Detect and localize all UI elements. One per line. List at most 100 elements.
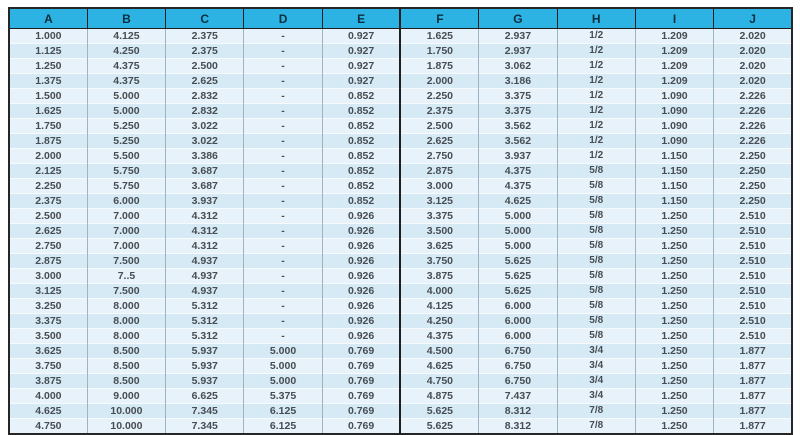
table-cell: 1.150: [634, 148, 714, 164]
table-cell: 2.375: [165, 43, 244, 59]
table-cell: 0.769: [321, 403, 402, 419]
table-cell: 8.500: [86, 373, 166, 389]
table-cell: 2.125: [8, 163, 88, 179]
table-row: 3.000 7..5 4.937-0.926 3.875 5.625 5/8 1.250 2.…: [8, 268, 792, 284]
column-header-f: F: [399, 8, 479, 29]
table-cell: 3/4: [556, 388, 636, 404]
table-cell: 2.937: [478, 28, 558, 44]
table-cell: 2.020: [713, 28, 792, 44]
table-cell: 2.510: [713, 223, 792, 239]
table-cell: 1.625: [399, 28, 479, 44]
table-cell: 0.852: [321, 178, 402, 194]
table-row: 2.875 7.500 4.937-0.926 3.750 5.625 5/8 1.250 2…: [8, 253, 792, 269]
table-cell: 0.927: [321, 73, 402, 89]
table-cell: 5/8: [556, 283, 636, 299]
table-cell: 3.000: [399, 178, 479, 194]
table-cell: 6.750: [478, 343, 558, 359]
table-cell: 1.090: [634, 133, 714, 149]
table-cell: 8.500: [86, 358, 166, 374]
table-cell: 2.510: [713, 328, 792, 344]
column-header-c: C: [165, 8, 244, 29]
table-cell: 1.250: [634, 313, 714, 329]
table-cell: 3.750: [8, 358, 88, 374]
table-cell: 0.926: [321, 313, 402, 329]
table-cell: 7/8: [556, 403, 636, 419]
table-cell: 6.000: [478, 313, 558, 329]
table-cell: 3/4: [556, 358, 636, 374]
table-cell: 1.877: [713, 358, 792, 374]
table-cell: 5/8: [556, 298, 636, 314]
table-cell: 1.250: [634, 388, 714, 404]
table-cell: 3.375: [478, 103, 558, 119]
table-cell: 1.209: [634, 73, 714, 89]
table-cell: 5.000: [478, 223, 558, 239]
table-row: 2.250 5.750 3.687-0.852 3.000 4.375 5/8 1.150 2…: [8, 178, 792, 194]
table-cell: 0.852: [321, 118, 402, 134]
table-cell: 4.500: [399, 343, 479, 359]
table-cell: 3.022: [165, 118, 244, 134]
table-cell: 2.875: [8, 253, 88, 269]
table-cell: -: [243, 208, 323, 224]
table-cell: 5/8: [556, 193, 636, 209]
table-row: 2.125 5.750 3.687-0.852 2.875 4.375 5/8 1.150 2…: [8, 163, 792, 179]
table-cell: -: [243, 28, 323, 44]
table-cell: 4.375: [478, 163, 558, 179]
table-cell: 1/2: [556, 148, 636, 164]
table-cell: 1/2: [556, 58, 636, 74]
table-cell: 5.625: [399, 418, 479, 434]
column-header-a: A: [8, 8, 88, 29]
table-cell: 5.250: [86, 133, 166, 149]
table-cell: 3.375: [8, 313, 88, 329]
table-cell: 1.250: [634, 403, 714, 419]
table-cell: 1.877: [713, 403, 792, 419]
table-body: 1.000 4.125 2.375-0.927 1.625 2.937 1/2 1.209 2…: [8, 28, 792, 434]
table-cell: 5.000: [86, 103, 166, 119]
table-cell: 3.186: [478, 73, 558, 89]
table-cell: 3.500: [8, 328, 88, 344]
table-cell: 0.852: [321, 193, 402, 209]
table-cell: 1.875: [399, 58, 479, 74]
table-row: 3.500 8.000 5.312-0.926 4.375 6.000 5/8 1.250 2…: [8, 328, 792, 344]
table-cell: 5/8: [556, 163, 636, 179]
column-header-i: I: [634, 8, 714, 29]
table-row: 1.250 4.375 2.500-0.927 1.875 3.062 1/2 1.209 2…: [8, 58, 792, 74]
table-cell: 5.000: [86, 88, 166, 104]
table-cell: 5.000: [478, 208, 558, 224]
table-cell: 0.769: [321, 373, 402, 389]
table-cell: 3.500: [399, 223, 479, 239]
table-cell: 2.020: [713, 43, 792, 59]
table-cell: 7.345: [165, 403, 244, 419]
table-cell: 5.000: [243, 373, 323, 389]
table-row: 3.625 8.500 5.937 5.000 0.769 4.500 6.750 3/4 1.…: [8, 343, 792, 359]
table-cell: 3.125: [399, 193, 479, 209]
table-cell: 1.250: [8, 58, 88, 74]
table-cell: -: [243, 43, 323, 59]
table-cell: 3.625: [8, 343, 88, 359]
table-cell: 1.150: [634, 193, 714, 209]
table-cell: 1.250: [634, 328, 714, 344]
table-cell: 3/4: [556, 343, 636, 359]
table-row: 2.625 7.000 4.312-0.926 3.500 5.000 5/8 1.250 2…: [8, 223, 792, 239]
table-cell: 0.852: [321, 148, 402, 164]
table-cell: 5.500: [86, 148, 166, 164]
table-cell: 2.226: [713, 118, 792, 134]
table-cell: -: [243, 298, 323, 314]
table-cell: -: [243, 58, 323, 74]
table-cell: 1.875: [8, 133, 88, 149]
table-cell: 2.875: [399, 163, 479, 179]
table-cell: 8.000: [86, 313, 166, 329]
table-cell: -: [243, 103, 323, 119]
table-cell: 8.500: [86, 343, 166, 359]
table-cell: -: [243, 268, 323, 284]
table-cell: 0.852: [321, 103, 402, 119]
table-cell: 2.250: [713, 178, 792, 194]
table-cell: 2.000: [399, 73, 479, 89]
column-header-j: J: [713, 8, 792, 29]
table-row: 4.750 10.000 7.345 6.125 0.769 5.625 8.312 7/8 1…: [8, 418, 792, 434]
table-cell: 3.937: [165, 193, 244, 209]
table-cell: 4.250: [399, 313, 479, 329]
table-cell: 10.000: [86, 403, 166, 419]
table-cell: 6.000: [478, 328, 558, 344]
table-cell: 1.000: [8, 28, 88, 44]
